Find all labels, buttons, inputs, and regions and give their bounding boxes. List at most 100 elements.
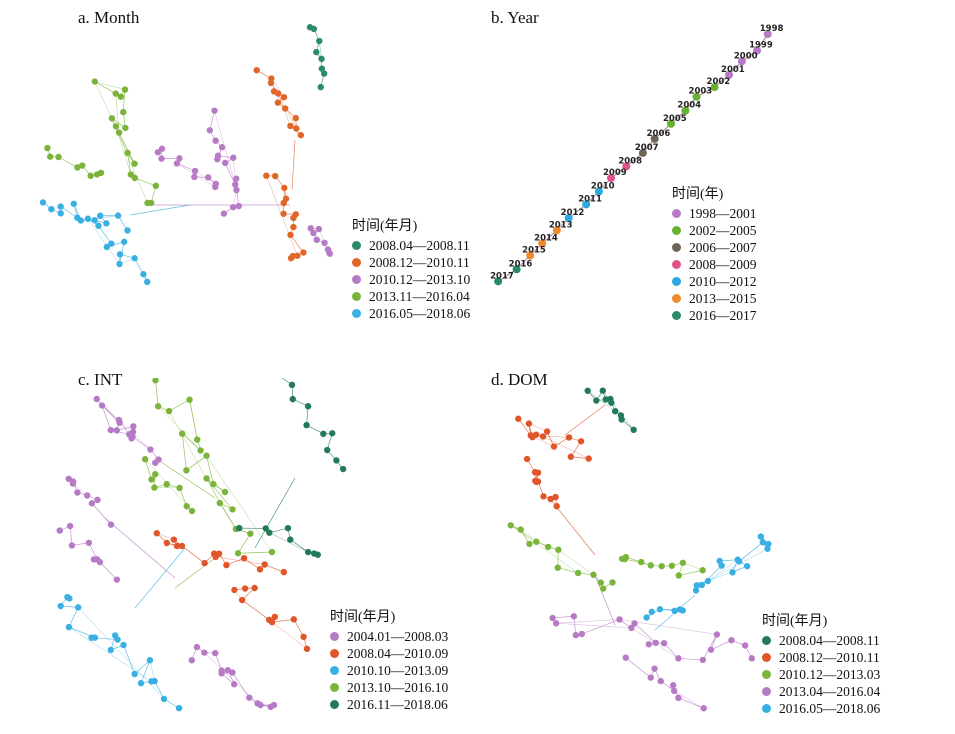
legend-items-dom: 2008.04—2008.11 2008.12—2010.11 2010.12—20… xyxy=(762,632,880,717)
legend-title-dom: 时间(年月) xyxy=(762,614,828,629)
network-node xyxy=(648,608,655,615)
network-node xyxy=(233,186,240,194)
network-node xyxy=(98,402,106,409)
legend-item: 2013.10—2016.10 xyxy=(330,679,448,696)
network-node xyxy=(56,527,63,534)
network-node xyxy=(210,480,217,488)
network-node xyxy=(607,173,616,182)
legend-item: 2008—2009 xyxy=(672,256,757,273)
legend-swatch xyxy=(330,700,339,709)
network-edge xyxy=(206,455,214,485)
network-edge xyxy=(132,436,151,450)
network-edge xyxy=(60,206,78,218)
network-edge xyxy=(144,459,152,480)
nodes xyxy=(56,378,347,712)
network-node xyxy=(631,620,638,627)
panel-title-month: a. Month xyxy=(78,8,140,27)
node-label: 1998 xyxy=(760,24,784,34)
network-node xyxy=(650,134,659,143)
network-node xyxy=(554,564,561,571)
network-node xyxy=(120,108,127,116)
network-node xyxy=(552,493,559,501)
network-edge xyxy=(291,139,296,191)
legend-label: 2010.12—2013.03 xyxy=(779,666,881,682)
network-node xyxy=(320,430,327,438)
legend-swatch xyxy=(330,632,339,641)
network-node xyxy=(55,153,62,161)
network-node xyxy=(205,174,212,181)
legend-swatch xyxy=(352,258,361,267)
network-node xyxy=(658,562,665,570)
network-edge xyxy=(272,618,294,623)
node-label: 2000 xyxy=(734,51,758,61)
network-node xyxy=(553,502,560,510)
network-node xyxy=(158,145,166,152)
legend-label: 2010—2012 xyxy=(689,273,757,289)
network-node xyxy=(107,646,114,654)
network-node xyxy=(525,420,533,427)
legend-swatch xyxy=(672,260,681,269)
network-node xyxy=(318,65,326,72)
network-node xyxy=(152,378,159,384)
network-node xyxy=(570,613,578,620)
network-node xyxy=(116,251,124,258)
network-node xyxy=(231,681,238,688)
network-node xyxy=(183,467,190,474)
network-node xyxy=(163,480,170,488)
network-node xyxy=(288,381,296,389)
network-node xyxy=(757,533,765,540)
network-node xyxy=(179,430,186,437)
network-node xyxy=(515,415,522,422)
network-node xyxy=(96,212,104,219)
network-node xyxy=(256,566,264,573)
legend-items-month: 2008.04—2008.11 2008.12—2010.11 2010.12—20… xyxy=(352,237,470,322)
network-node xyxy=(656,606,664,613)
network-node xyxy=(95,222,102,229)
network-edge xyxy=(271,621,308,650)
network-node xyxy=(103,220,110,227)
network-node xyxy=(270,88,278,95)
network-node xyxy=(552,620,560,627)
network-node xyxy=(693,582,700,589)
network-node xyxy=(287,122,294,130)
network-node xyxy=(85,539,93,546)
network-node xyxy=(729,569,736,576)
edges xyxy=(59,378,344,709)
network-node xyxy=(290,214,297,222)
network-node xyxy=(65,623,73,631)
network-node xyxy=(326,249,333,256)
network-node xyxy=(274,99,282,106)
network-edge xyxy=(149,660,155,682)
network-node xyxy=(124,227,131,234)
legend-swatch xyxy=(352,309,361,318)
network-node xyxy=(268,618,276,626)
network-node xyxy=(231,586,238,594)
legend-item: 2010—2012 xyxy=(672,273,757,290)
network-edge xyxy=(678,657,703,661)
network-edge xyxy=(87,218,120,265)
network-node xyxy=(669,682,677,689)
network-node xyxy=(262,525,269,532)
edges xyxy=(42,26,331,283)
network-edge xyxy=(168,399,190,412)
network-edge xyxy=(556,619,620,624)
network-edge xyxy=(155,380,159,407)
network-node xyxy=(263,172,270,179)
network-node xyxy=(97,169,105,177)
network-node xyxy=(647,674,654,681)
network-edge xyxy=(556,623,632,629)
network-node xyxy=(743,562,751,570)
network-node xyxy=(698,581,706,589)
network-node xyxy=(194,436,201,443)
legend-item: 2008.04—2008.11 xyxy=(762,632,880,649)
network-node xyxy=(116,260,123,268)
network-node xyxy=(261,561,268,568)
network-node xyxy=(611,408,619,415)
legend-swatch xyxy=(352,275,361,284)
network-node xyxy=(692,92,701,101)
network-node xyxy=(246,694,253,701)
network-dom xyxy=(507,387,772,712)
node-label: 2013 xyxy=(549,220,573,230)
network-node xyxy=(74,164,81,171)
